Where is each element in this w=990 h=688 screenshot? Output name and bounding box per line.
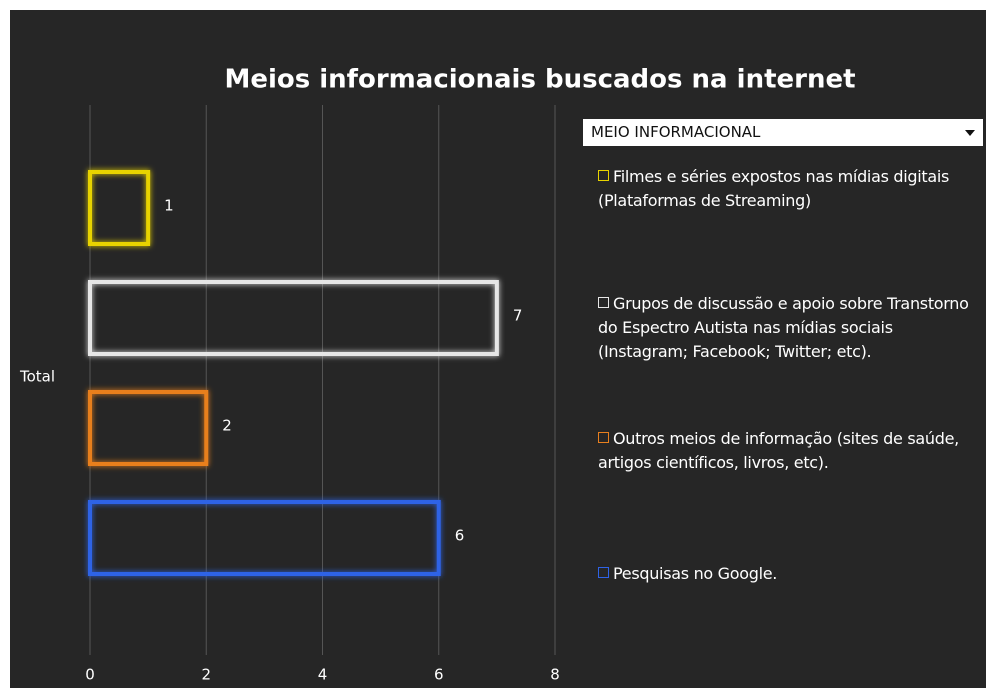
chart-title: Meios informacionais buscados na interne… [224,65,855,95]
legend-swatch [598,170,609,181]
legend-label: Filmes e séries expostos nas mídias digi… [598,167,950,210]
bar [88,500,441,576]
x-tick-label: 6 [434,666,444,684]
x-tick-label: 2 [201,666,211,684]
data-label: 6 [455,527,465,545]
data-label: 7 [513,307,523,325]
legend-label: Outros meios de informação (sites de saú… [598,429,959,472]
legend-label: Grupos de discussão e apoio sobre Transt… [598,294,969,361]
legend-filter[interactable]: MEIO INFORMACIONAL [583,119,983,146]
legend-entry: Pesquisas no Google. [598,562,983,586]
bar [88,280,499,356]
x-tick-label: 8 [550,666,560,684]
legend-swatch [598,297,609,308]
legend-label: Pesquisas no Google. [613,564,778,583]
legend-entry: Filmes e séries expostos nas mídias digi… [598,165,983,213]
legend-title: MEIO INFORMACIONAL [591,123,761,141]
bar [88,170,151,246]
x-tick-label: 0 [85,666,95,684]
legend-swatch [598,432,609,443]
legend-entry: Outros meios de informação (sites de saú… [598,427,983,475]
legend-swatch [598,567,609,578]
x-tick-label: 4 [318,666,328,684]
dropdown-arrow[interactable] [965,130,975,136]
data-label: 1 [164,197,174,215]
category-label: Total [19,368,55,386]
data-label: 2 [222,417,232,435]
bar [88,390,209,466]
legend-entry: Grupos de discussão e apoio sobre Transt… [598,292,983,364]
